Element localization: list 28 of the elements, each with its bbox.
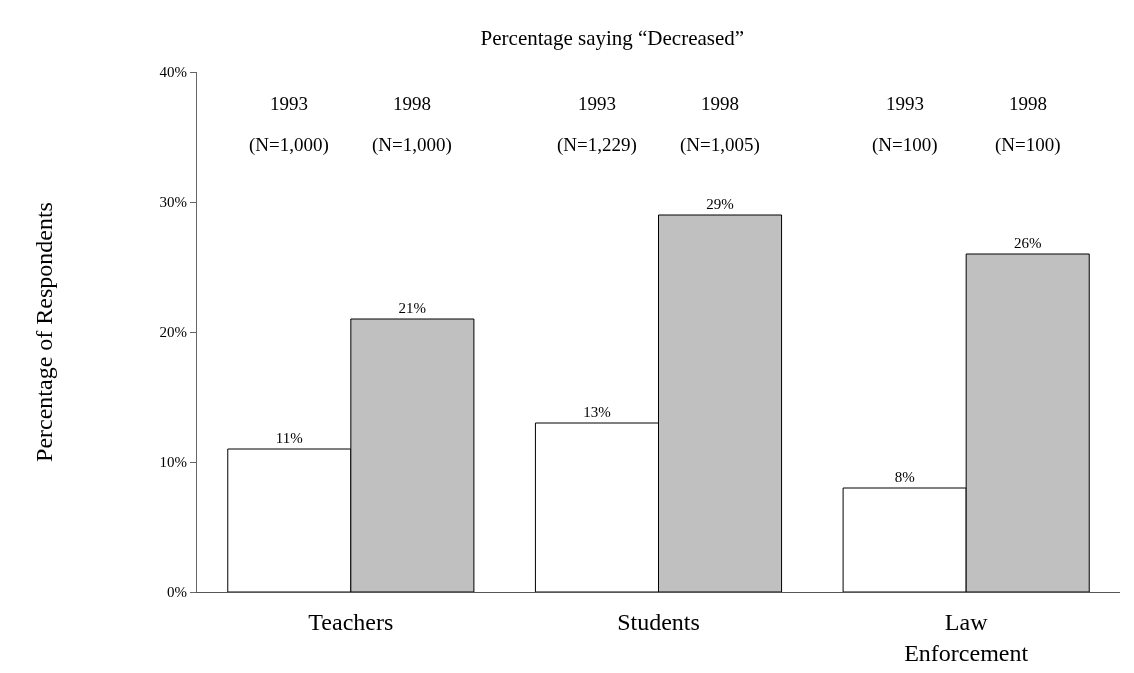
chart-title: Percentage saying “Decreased”	[480, 26, 745, 51]
data-label: 26%	[1013, 235, 1042, 251]
y-tick-label: 40%	[159, 64, 187, 81]
y-axis-title: Percentage of Respondents	[30, 202, 57, 462]
annotation: (N=100)	[995, 134, 1061, 156]
annotation: 1998	[1009, 93, 1047, 114]
x-tick-label: Students	[617, 608, 700, 635]
annotation: 1993	[270, 93, 308, 114]
annotation: 1993	[578, 93, 616, 114]
data-label: 11%	[275, 430, 303, 446]
annotation: (N=1,000)	[249, 134, 329, 156]
data-label: 13%	[583, 404, 611, 420]
annotation: (N=100)	[872, 134, 938, 156]
annotation: (N=1,005)	[680, 134, 760, 156]
x-tick-label: Law Enforcement	[904, 608, 1029, 666]
annotation: 1993	[886, 93, 924, 114]
y-tick-label: 30%	[159, 194, 187, 211]
annotation: 1998	[393, 93, 431, 114]
data-label: 21%	[398, 300, 427, 316]
y-tick-label: 0%	[167, 584, 187, 601]
data-label: 29%	[706, 196, 734, 212]
annotation: 1998	[701, 93, 739, 114]
annotation: (N=1,229)	[557, 134, 637, 156]
data-label: 8%	[894, 469, 915, 485]
y-tick-label: 10%	[159, 454, 187, 471]
annotation: (N=1,000)	[372, 134, 452, 156]
y-tick-label: 20%	[159, 324, 187, 341]
x-tick-label: Teachers	[308, 608, 394, 635]
